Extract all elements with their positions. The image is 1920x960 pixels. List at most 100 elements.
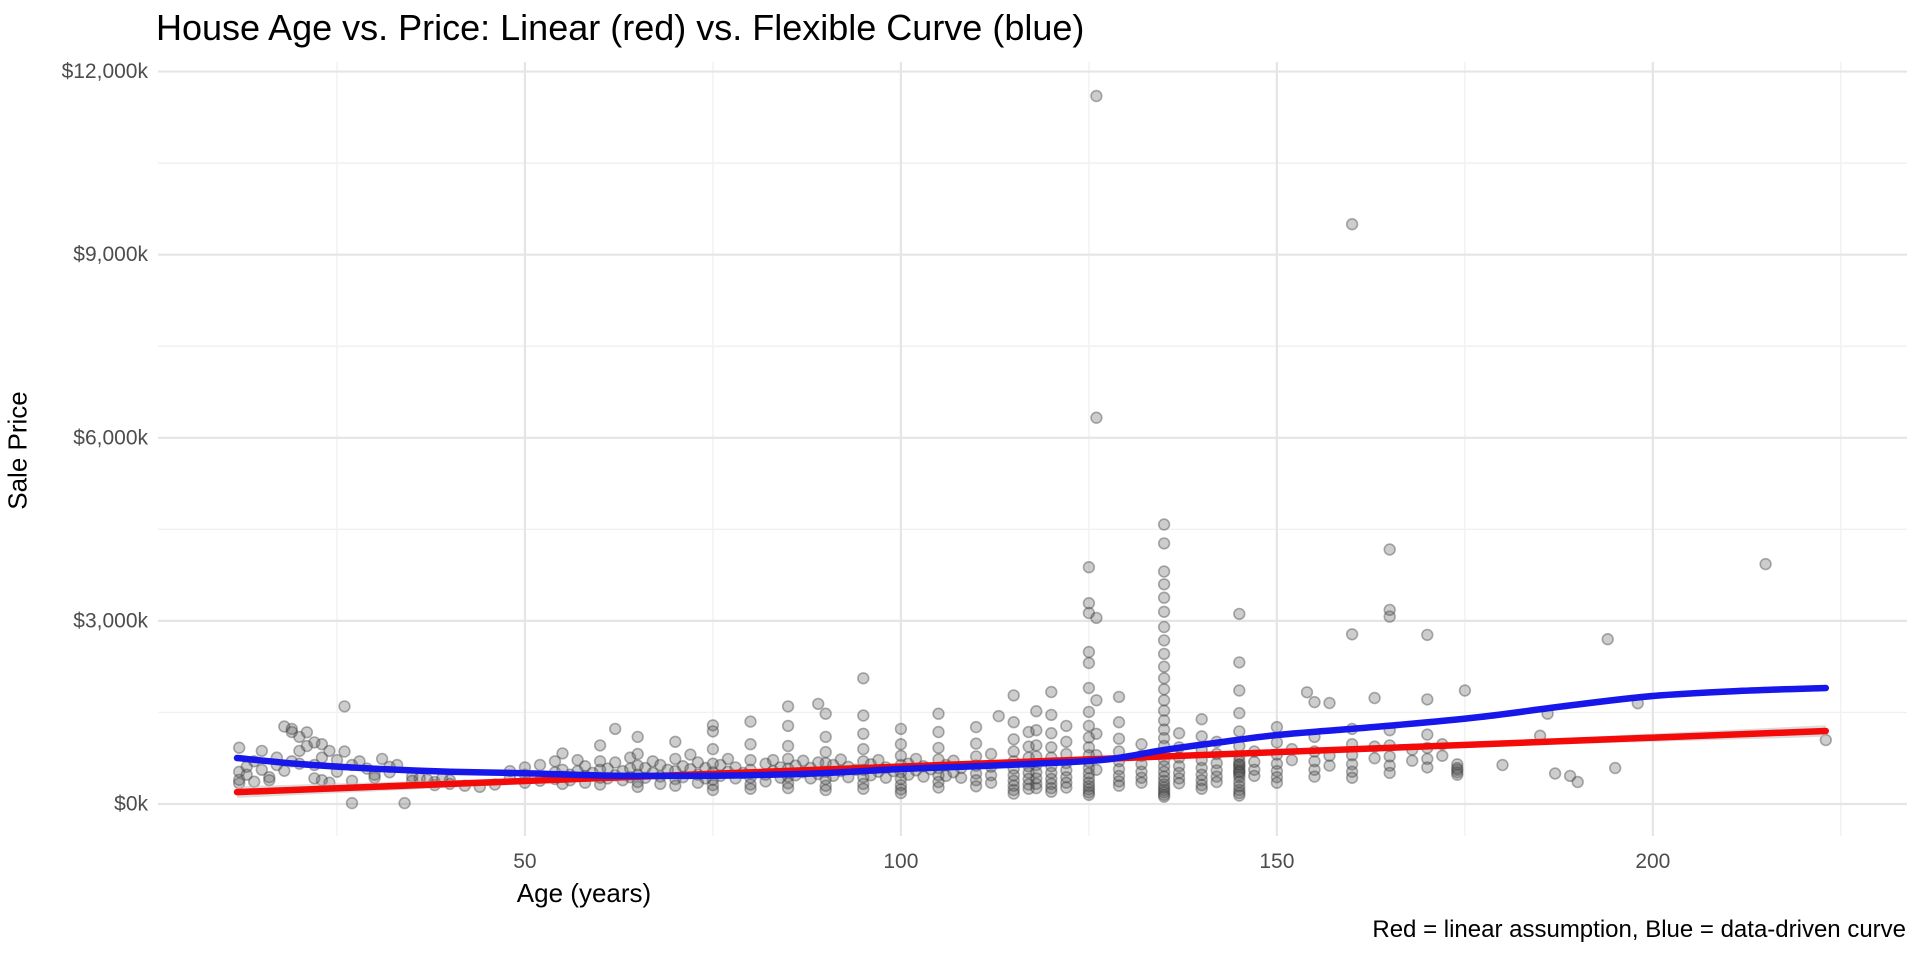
data-point [781, 752, 795, 766]
data-point [278, 764, 291, 777]
data-point [706, 783, 720, 797]
data-point [781, 719, 795, 733]
data-point [1157, 518, 1171, 531]
data-point [1082, 596, 1096, 610]
data-point [1368, 751, 1381, 765]
data-point [240, 768, 253, 781]
data-point [1233, 706, 1246, 720]
data-point [1421, 761, 1434, 774]
y-tick-label: $3,000k [73, 609, 148, 632]
data-point [1345, 771, 1359, 784]
data-point [1082, 705, 1096, 719]
data-point [1157, 790, 1171, 803]
data-point [1157, 783, 1171, 797]
data-point [932, 741, 945, 755]
data-point [233, 765, 246, 778]
data-point [932, 725, 945, 739]
data-point [1082, 772, 1096, 785]
data-point [1135, 771, 1148, 784]
data-point [706, 757, 720, 770]
data-point [1045, 708, 1058, 722]
data-point [1157, 765, 1171, 778]
data-point [954, 771, 968, 784]
data-point [894, 749, 908, 762]
data-point [894, 772, 908, 786]
data-point [1060, 735, 1073, 748]
data-point [255, 763, 268, 776]
data-point [368, 771, 381, 784]
data-point [969, 737, 983, 750]
loess-curve-blue [233, 684, 1830, 780]
data-point [984, 769, 998, 782]
data-point [1233, 770, 1246, 784]
data-point [1030, 723, 1043, 737]
data-point [1172, 726, 1186, 740]
data-point [1233, 789, 1246, 802]
data-point [1082, 786, 1096, 799]
data-point [1082, 788, 1096, 802]
data-point [593, 739, 607, 752]
data-point [1421, 728, 1434, 741]
data-point [1157, 774, 1171, 787]
data-point [293, 730, 306, 744]
data-point [293, 744, 306, 758]
data-point [1045, 685, 1058, 699]
data-point [1233, 758, 1246, 771]
data-point [1421, 693, 1434, 706]
data-point [1112, 732, 1126, 745]
data-point [857, 672, 870, 685]
x-axis-title-text: Age (years) [516, 878, 652, 908]
data-point [684, 748, 697, 761]
data-point [1172, 772, 1186, 785]
data-point [1007, 787, 1020, 800]
data-point [1157, 786, 1171, 799]
data-point [1112, 762, 1126, 776]
data-point [323, 744, 336, 758]
data-point [578, 759, 592, 773]
data-point [631, 759, 644, 772]
data-point [766, 753, 780, 767]
data-point [894, 786, 908, 800]
data-point [1007, 783, 1020, 797]
x-axis-title: Age (years) [32, 878, 1920, 909]
data-point [1270, 776, 1284, 789]
data-point [255, 744, 268, 758]
data-point [1007, 745, 1020, 758]
data-point [1112, 769, 1126, 783]
data-point [1157, 788, 1171, 802]
data-point [669, 779, 682, 792]
data-point [338, 700, 351, 713]
data-point [1045, 781, 1058, 795]
data-point [744, 753, 757, 767]
data-point [1233, 766, 1246, 779]
data-point [1300, 686, 1314, 699]
data-point [1233, 775, 1246, 789]
data-point [1308, 755, 1321, 768]
data-point [1045, 785, 1058, 798]
data-point [1082, 741, 1096, 754]
data-point [1157, 578, 1171, 591]
data-point [631, 780, 644, 794]
y-tick-label: $9,000k [73, 243, 148, 266]
data-point [1045, 766, 1058, 780]
data-point [1421, 628, 1434, 642]
data-point [894, 783, 908, 796]
data-point [1030, 739, 1043, 752]
data-point [1082, 780, 1096, 793]
data-point [654, 758, 667, 772]
data-point [1157, 537, 1171, 550]
data-point [1060, 770, 1073, 784]
data-point [819, 783, 832, 797]
data-point [1090, 694, 1103, 707]
data-point [1157, 723, 1171, 736]
data-point [263, 773, 276, 787]
data-point [571, 753, 584, 767]
data-point [1436, 749, 1449, 762]
data-point [308, 736, 321, 749]
data-point [1007, 733, 1020, 746]
data-point [669, 735, 682, 748]
data-point [1345, 758, 1359, 771]
grid-minor [158, 62, 1907, 836]
data-point [744, 715, 757, 728]
